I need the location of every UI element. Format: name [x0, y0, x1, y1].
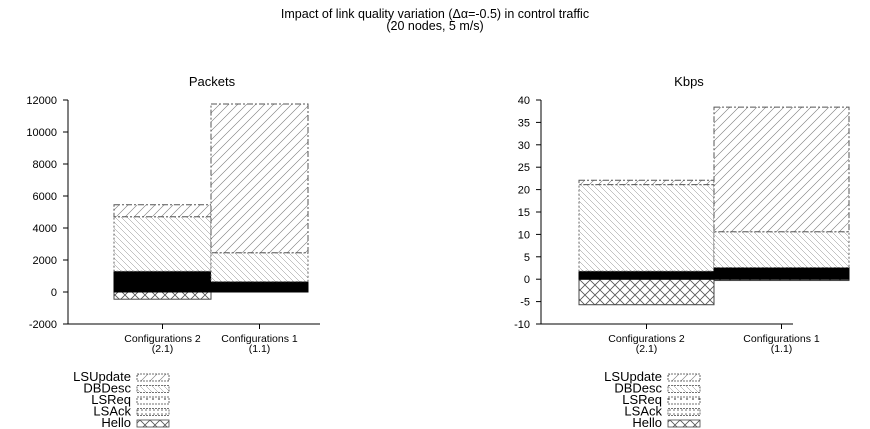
- y-tick-label: 6000: [33, 191, 57, 203]
- legend-swatch-dbdesc: [136, 385, 170, 393]
- y-tick-label: -5: [520, 297, 530, 309]
- y-tick-label: 30: [518, 140, 530, 152]
- x-tick-label: Configurations 2: [608, 333, 685, 345]
- y-tick-label: 0: [51, 287, 57, 299]
- x-tick-label-sub: (2.1): [636, 343, 658, 355]
- legend-swatch-lsreq: [136, 396, 170, 405]
- x-tick-label: Configurations 1: [221, 333, 298, 345]
- legend-label-lsack: LSAck: [624, 404, 662, 419]
- legend-label-lsack: LSAck: [93, 404, 131, 419]
- bar-lsack-2: [210, 281, 309, 293]
- bar-lsack-2: [713, 267, 850, 280]
- legend-label-hello: Hello: [101, 415, 131, 429]
- x-tick-label: Configurations 1: [743, 333, 820, 345]
- bar-lsupdate-2: [210, 103, 309, 254]
- y-tick-label: 10: [518, 229, 530, 241]
- legend-swatch-lsreq: [667, 396, 701, 405]
- chart-title: Packets: [189, 74, 236, 89]
- bar-hello-1: [113, 291, 212, 300]
- legend-label-lsupdate: LSUpdate: [73, 369, 131, 384]
- bar-dbdesc-1: [113, 216, 212, 272]
- figure-title-line2: (20 nodes, 5 m/s): [386, 19, 483, 33]
- y-tick-label: 4000: [33, 223, 57, 235]
- legend-label-dbdesc: DBDesc: [614, 381, 662, 396]
- bar-dbdesc-2: [713, 231, 850, 269]
- legend-swatch-dbdesc: [667, 385, 701, 393]
- legend-swatch-hello: [136, 419, 170, 428]
- y-tick-label: 25: [518, 162, 530, 174]
- bar-lsupdate-1: [578, 179, 715, 186]
- x-tick-label-sub: (1.1): [249, 343, 271, 355]
- legend-label-dbdesc: DBDesc: [83, 381, 131, 396]
- y-tick-label: 15: [518, 207, 530, 219]
- x-tick-label: Configurations 2: [124, 333, 201, 345]
- y-tick-label: 5: [524, 252, 530, 264]
- legend-label-lsreq: LSReq: [91, 392, 131, 407]
- y-tick-label: 20: [518, 185, 530, 197]
- y-tick-label: -2000: [29, 319, 57, 331]
- y-tick-label: 0: [524, 274, 530, 286]
- y-tick-label: 8000: [33, 159, 57, 171]
- y-tick-label: 10000: [26, 127, 57, 139]
- y-tick-label: 35: [518, 117, 530, 129]
- x-tick-label-sub: (1.1): [771, 343, 793, 355]
- bar-dbdesc-2: [210, 252, 309, 283]
- y-tick-label: -10: [514, 319, 530, 331]
- packets-panel: Packets -2000 0 2000 4000 6000 8000 10000 12000 C…: [26, 74, 320, 429]
- legend-swatch-lsupdate: [667, 373, 701, 382]
- figure-title-line1: Impact of link quality variation (Δα=-0.…: [281, 7, 589, 21]
- bar-dbdesc-1: [578, 184, 715, 272]
- kbps-panel: Kbps -10 -5 0 5 10 15 20 25 30 35 40 Configurations …: [514, 74, 850, 429]
- bar-lsupdate-2: [713, 106, 850, 233]
- bar-lsack-1: [578, 270, 715, 280]
- y-tick-label: 12000: [26, 95, 57, 107]
- legend-swatch-hello: [667, 419, 701, 428]
- y-tick-label: 2000: [33, 255, 57, 267]
- chart-title: Kbps: [674, 74, 704, 89]
- bar-lsack-1: [113, 270, 212, 293]
- bar-lsupdate-1: [113, 204, 212, 218]
- legend-label-lsupdate: LSUpdate: [604, 369, 662, 384]
- legend-label-lsreq: LSReq: [622, 392, 662, 407]
- y-tick-label: 40: [518, 95, 530, 107]
- x-tick-label-sub: (2.1): [152, 343, 174, 355]
- legend-swatch-lsack: [136, 408, 170, 416]
- bar-hello-1: [578, 278, 715, 306]
- legend-swatch-lsack: [667, 408, 701, 416]
- legend-swatch-lsupdate: [136, 373, 170, 382]
- legend-label-hello: Hello: [632, 415, 662, 429]
